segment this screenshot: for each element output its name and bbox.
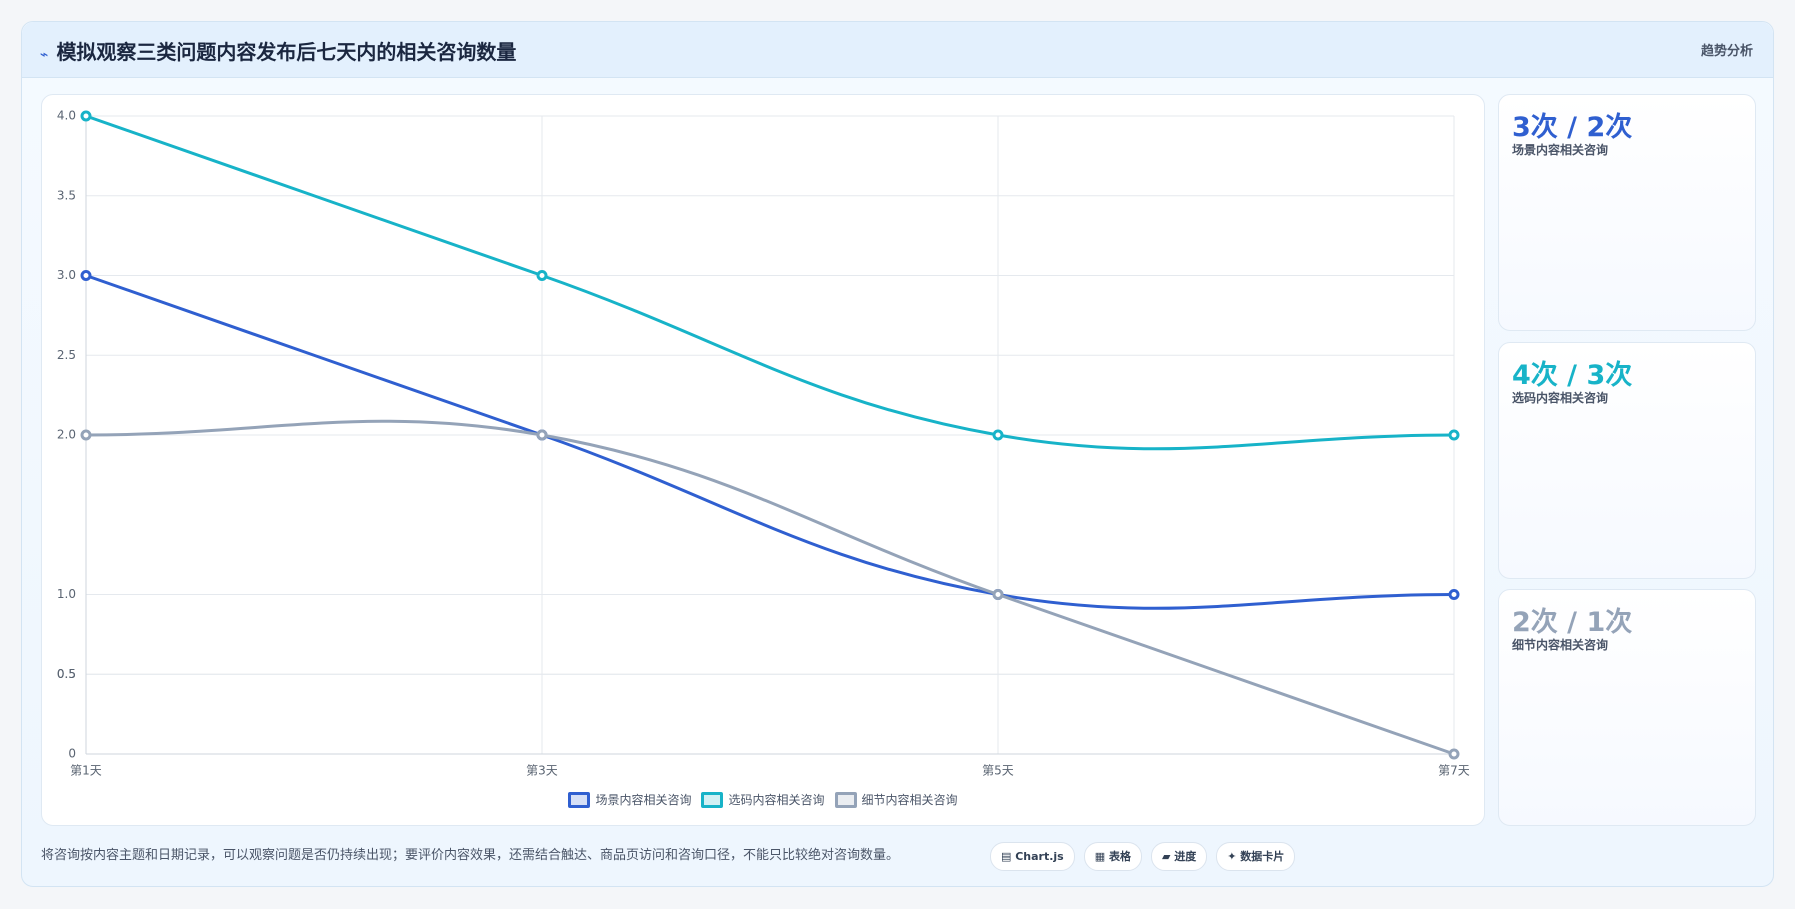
y-tick-label: 0.5 <box>57 667 76 681</box>
legend-label: 选码内容相关咨询 <box>728 793 825 807</box>
side-label: 选码内容相关咨询 <box>1512 391 1609 405</box>
y-tick-label: 2.0 <box>57 428 76 442</box>
side-value: 4次 / 3次 <box>1512 360 1633 391</box>
side-value: 3次 / 2次 <box>1512 112 1633 143</box>
series-line <box>85 274 1455 610</box>
side-label: 细节内容相关咨询 <box>1512 638 1609 652</box>
y-tick-label: 3.5 <box>57 188 76 202</box>
legend-swatch <box>834 791 857 808</box>
point <box>1448 748 1460 760</box>
y-tick-label: 2.5 <box>57 348 76 362</box>
card: ⌁ 模拟观察三类问题内容发布后七天内的相关咨询数量 趋势分析 0 0.5 1.0 0.5… <box>21 21 1774 887</box>
action[interactable]: 趋势分析 <box>1700 44 1753 59</box>
y-tick-label: 0 <box>68 747 76 761</box>
button[interactable]: ✦ 数据卡片 <box>1216 842 1296 871</box>
button[interactable]: ▰ 进度 <box>1150 842 1208 871</box>
point <box>992 589 1004 600</box>
point <box>1448 589 1460 600</box>
point <box>80 270 92 281</box>
point <box>80 110 92 122</box>
button[interactable]: ▤ Chart.js <box>990 842 1075 871</box>
title-text: 模拟观察三类问题内容发布后七天内的相关咨询数量 <box>56 40 517 64</box>
legend-swatch <box>701 791 724 808</box>
legend-label: 场景内容相关咨询 <box>595 793 692 807</box>
point <box>536 429 548 441</box>
side-card: 2次 / 1次 细节内容相关咨询 <box>1498 589 1756 826</box>
x-tick-label: 第3天 <box>526 764 558 778</box>
title: ⌁ 模拟观察三类问题内容发布后七天内的相关咨询数量 <box>40 36 516 65</box>
series-line <box>85 114 1455 451</box>
legend-item: 细节内容相关咨询 <box>834 791 958 808</box>
legend-item: 选码内容相关咨询 <box>701 791 825 808</box>
chart-panel: 0 0.5 1.0 0.5 2.0 2.5 3.0 3.5 4.0 第1天 第3天 第5天 第7天 场景… <box>41 94 1485 826</box>
legend-label: 细节内容相关咨询 <box>861 793 958 807</box>
y-tick-label: 1.0 <box>57 587 76 601</box>
point <box>992 429 1004 441</box>
side-card: 3次 / 2次 场景内容相关咨询 <box>1498 94 1756 331</box>
legend-swatch <box>568 791 591 808</box>
header: ⌁ 模拟观察三类问题内容发布后七天内的相关咨询数量 趋势分析 <box>22 22 1773 78</box>
side-label: 场景内容相关咨询 <box>1512 143 1609 157</box>
legend-item: 场景内容相关咨询 <box>568 791 691 808</box>
point <box>536 270 548 281</box>
x-tick-label: 第7天 <box>1438 764 1470 778</box>
y-tick-label: 3.0 <box>57 268 76 282</box>
legend: 场景内容相关咨询 选码内容相关咨询 细节内容相关咨询 <box>42 791 1484 808</box>
y-tick-label: 0.5 <box>57 667 76 681</box>
note: 将咨询按内容主题和日期记录，可以观察问题是否仍持续出现；要评价内容效果，还需结合… <box>41 848 900 863</box>
point <box>1448 429 1460 441</box>
icon: ⌁ <box>40 47 49 63</box>
point <box>80 429 92 441</box>
y-tick-label: 4.0 <box>57 109 76 123</box>
x-tick-label: 第5天 <box>982 764 1014 778</box>
x-tick-label: 第1天 <box>70 764 102 778</box>
side-value: 2次 / 1次 <box>1512 607 1633 638</box>
side-card: 4次 / 3次 选码内容相关咨询 <box>1498 342 1756 579</box>
buttons: ▤ Chart.js ▦ 表格 ▰ 进度 ✦ 数据卡片 <box>990 842 1296 871</box>
button[interactable]: ▦ 表格 <box>1083 842 1142 871</box>
series-line <box>85 419 1455 756</box>
